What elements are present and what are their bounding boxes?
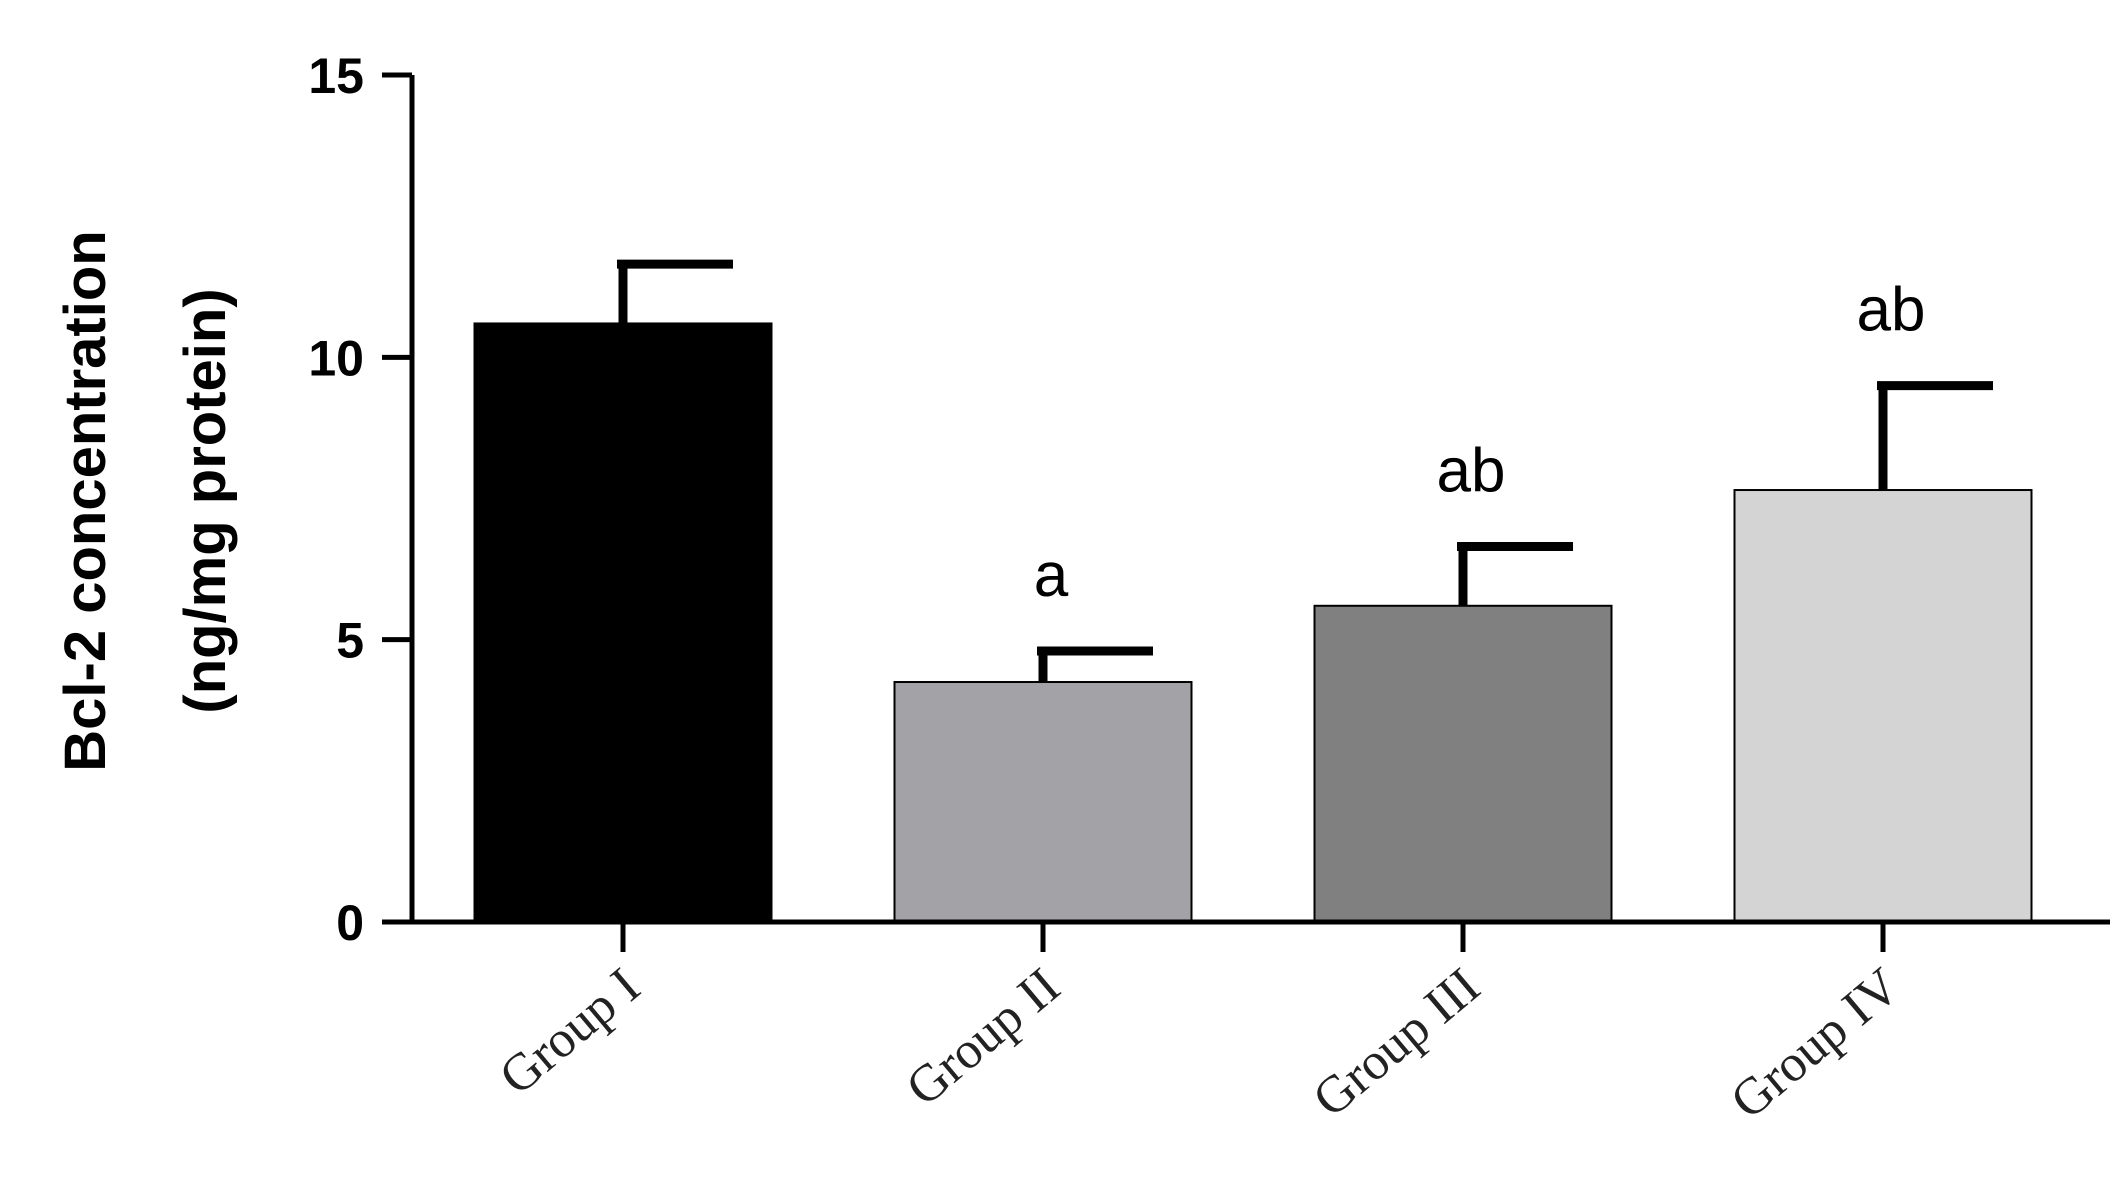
- axes: [409, 75, 2110, 925]
- x-tick-label: Group II: [896, 958, 1071, 1118]
- x-axis-ticks: Group I Group II Group III Group IV: [489, 922, 1911, 1130]
- significance-label: ab: [1437, 436, 1506, 505]
- bars: [473, 322, 2033, 924]
- bar: [1313, 604, 1613, 924]
- x-tick-label: Group IV: [1720, 958, 1910, 1131]
- significance-labels: a ab ab: [1034, 276, 1926, 610]
- bar: [1733, 489, 2033, 923]
- significance-label: ab: [1857, 276, 1926, 345]
- bar: [893, 681, 1193, 923]
- bar: [473, 322, 773, 924]
- y-axis-ticks: 0 5 10 15: [308, 48, 412, 951]
- y-axis-label-line-2: (ng/mg protein): [173, 288, 238, 713]
- y-axis-label: Bcl-2 concentration (ng/mg protein): [53, 230, 238, 771]
- y-tick-label: 5: [336, 613, 364, 669]
- error-bars: [617, 259, 1993, 683]
- y-tick-label: 0: [336, 895, 364, 951]
- y-tick-label: 10: [308, 330, 364, 386]
- x-tick-label: Group III: [1303, 958, 1491, 1129]
- y-axis-label-line-1: Bcl-2 concentration: [53, 230, 118, 771]
- significance-label: a: [1034, 541, 1069, 610]
- y-tick-label: 15: [308, 48, 364, 104]
- x-tick-label: Group I: [489, 958, 651, 1107]
